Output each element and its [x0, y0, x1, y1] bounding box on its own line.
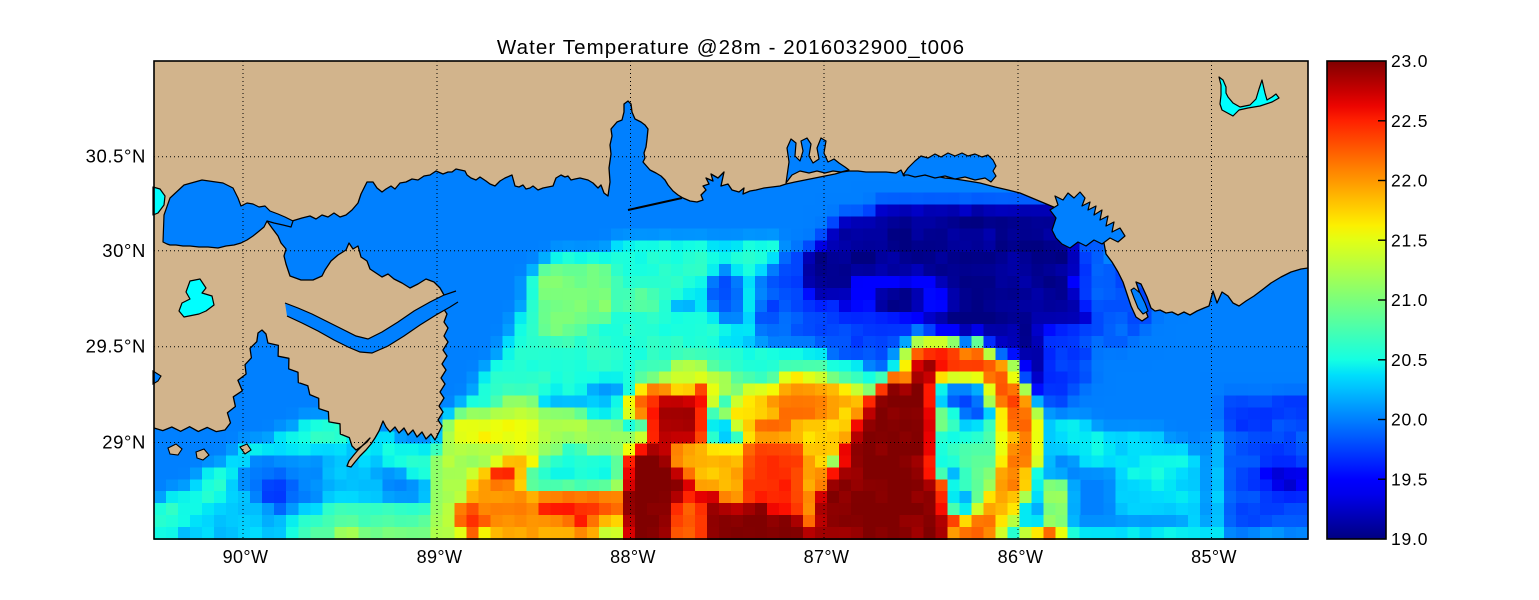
svg-text:29°N: 29°N [102, 432, 146, 453]
svg-text:23.0: 23.0 [1391, 51, 1428, 71]
svg-text:19.5: 19.5 [1391, 469, 1428, 489]
svg-text:Water Temperature @28m - 20160: Water Temperature @28m - 2016032900_t006 [497, 36, 965, 59]
svg-text:19.0: 19.0 [1391, 529, 1428, 549]
svg-text:88°W: 88°W [610, 547, 656, 567]
svg-text:22.5: 22.5 [1391, 111, 1428, 131]
svg-text:86°W: 86°W [998, 547, 1044, 567]
svg-text:21.5: 21.5 [1391, 230, 1428, 250]
svg-text:20.5: 20.5 [1391, 350, 1428, 370]
svg-text:89°W: 89°W [417, 547, 463, 567]
svg-text:85°W: 85°W [1191, 547, 1237, 567]
svg-text:30.5°N: 30.5°N [86, 146, 146, 167]
svg-text:21.0: 21.0 [1391, 290, 1428, 310]
svg-text:90°W: 90°W [223, 547, 269, 567]
svg-text:20.0: 20.0 [1391, 410, 1428, 430]
svg-text:30°N: 30°N [102, 240, 146, 261]
svg-text:29.5°N: 29.5°N [86, 336, 146, 357]
svg-text:87°W: 87°W [804, 547, 850, 567]
svg-text:22.0: 22.0 [1391, 171, 1428, 191]
